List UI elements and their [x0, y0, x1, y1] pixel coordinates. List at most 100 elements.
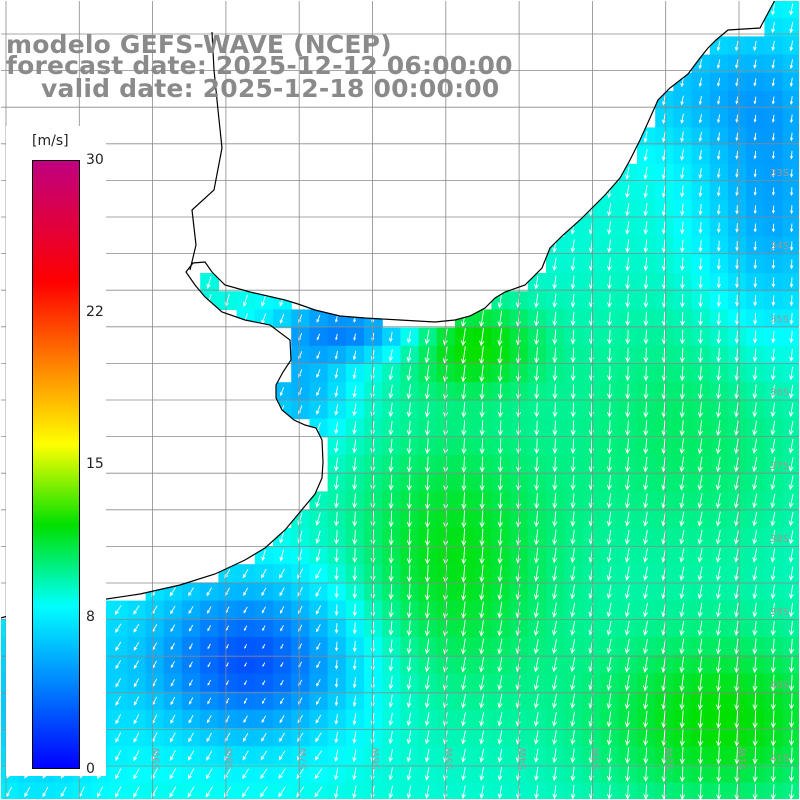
wind-arrow	[97, 786, 104, 798]
wind-arrow	[698, 131, 703, 143]
wind-arrow	[661, 221, 667, 235]
wind-arrow	[260, 768, 268, 780]
wind-arrow	[679, 602, 685, 618]
wind-arrow	[679, 548, 685, 563]
longitude-label: 53W	[591, 747, 602, 770]
wind-arrow	[698, 203, 703, 216]
wind-arrow	[752, 348, 758, 363]
wind-arrow	[280, 679, 284, 686]
wind-arrow	[352, 548, 358, 564]
wind-arrow	[388, 712, 394, 727]
wind-arrow	[643, 203, 648, 217]
wind-arrow	[734, 692, 740, 711]
wind-arrow	[735, 150, 739, 160]
wind-arrow	[734, 312, 740, 326]
wind-arrow	[789, 150, 794, 160]
wind-arrow	[406, 694, 412, 709]
wind-arrow	[624, 692, 630, 710]
wind-arrow	[388, 657, 394, 672]
wind-arrow	[715, 420, 722, 437]
wind-arrow	[479, 620, 485, 637]
wind-arrow	[680, 257, 685, 272]
wind-arrow	[716, 258, 721, 271]
wind-arrow	[661, 185, 667, 198]
wind-arrow	[352, 785, 357, 799]
wind-arrow	[115, 786, 122, 798]
wind-arrow	[334, 386, 339, 398]
wind-arrow	[424, 675, 430, 691]
wind-arrow	[316, 333, 321, 341]
wind-arrow	[207, 697, 212, 705]
wind-arrow	[770, 584, 776, 600]
wind-arrow	[771, 223, 775, 233]
wind-arrow	[606, 548, 612, 563]
wind-arrow	[789, 59, 794, 70]
wind-arrow	[661, 710, 667, 729]
wind-arrow	[279, 313, 285, 324]
wind-arrow	[388, 456, 394, 473]
wind-arrow	[315, 605, 322, 615]
wind-arrow	[461, 420, 467, 437]
wind-arrow	[625, 293, 631, 308]
wind-arrow	[280, 643, 284, 650]
wind-arrow	[406, 657, 412, 673]
wind-arrow	[133, 678, 140, 688]
wind-arrow	[770, 692, 776, 711]
longitude-label: 55W	[445, 747, 456, 770]
wind-arrow	[733, 493, 740, 509]
wind-arrow	[424, 620, 430, 637]
wind-arrow	[534, 365, 540, 382]
wind-arrow	[734, 765, 740, 783]
wind-arrow	[406, 730, 412, 745]
wind-arrow	[752, 674, 758, 692]
valid-date: valid date: 2025-12-18 00:00:00	[41, 74, 500, 103]
wind-arrow	[643, 167, 648, 180]
wind-arrow	[788, 384, 794, 399]
wind-arrow	[715, 584, 721, 600]
latitude-label: 41S	[770, 754, 789, 765]
wind-arrow	[497, 767, 503, 781]
wind-arrow	[643, 420, 649, 437]
wind-arrow	[388, 621, 394, 636]
wind-arrow	[643, 221, 649, 235]
wind-arrow	[734, 530, 740, 545]
wind-arrow	[243, 625, 248, 632]
wind-arrow	[533, 565, 539, 582]
wind-arrow	[424, 474, 431, 492]
wind-arrow	[679, 347, 685, 363]
wind-arrow	[643, 729, 649, 747]
wind-arrow	[297, 568, 304, 580]
wind-arrow	[771, 114, 775, 123]
wind-arrow	[788, 530, 794, 545]
wind-arrow	[661, 656, 667, 674]
wind-arrow	[752, 566, 758, 582]
wind-arrow	[262, 697, 266, 705]
wind-arrow	[789, 169, 794, 178]
wind-arrow	[697, 765, 704, 783]
wind-arrow	[188, 750, 195, 761]
wind-arrow	[698, 95, 702, 106]
wind-arrow	[534, 347, 540, 364]
wind-arrow	[570, 275, 576, 290]
wind-arrow	[771, 277, 776, 288]
wind-arrow	[697, 347, 704, 363]
wind-arrow	[771, 241, 776, 251]
wind-arrow	[352, 385, 357, 399]
wind-arrow	[789, 132, 794, 142]
wind-arrow	[226, 662, 229, 668]
wind-arrow	[770, 457, 776, 473]
wind-arrow	[716, 746, 722, 765]
wind-arrow	[497, 638, 503, 655]
wind-arrow	[680, 167, 685, 180]
wind-arrow	[752, 638, 758, 655]
wind-arrow	[552, 566, 558, 582]
wind-arrow	[534, 456, 540, 473]
wind-arrow	[680, 113, 684, 124]
wind-arrow	[534, 402, 540, 418]
wind-arrow	[606, 747, 612, 764]
wind-arrow	[479, 767, 485, 781]
wind-arrow	[679, 710, 685, 729]
wind-arrow	[771, 295, 776, 307]
wind-arrow	[770, 747, 776, 765]
